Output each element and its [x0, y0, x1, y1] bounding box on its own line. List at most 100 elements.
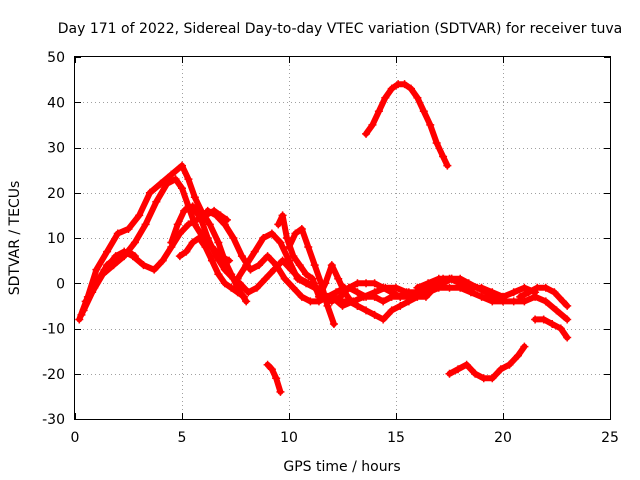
data-point: [379, 297, 388, 306]
data-point: [272, 374, 281, 383]
data-point: [381, 93, 390, 102]
data-series: [81, 247, 139, 306]
data-point: [167, 170, 176, 179]
data-point: [539, 315, 548, 324]
chart-title: Day 171 of 2022, Sidereal Day-to-day VTE…: [58, 21, 622, 37]
data-point: [233, 288, 242, 297]
data-point: [558, 297, 567, 306]
data-point: [329, 319, 338, 328]
data-point: [139, 261, 148, 270]
data-point: [368, 120, 377, 129]
data-point: [195, 234, 204, 242]
data-point: [310, 261, 319, 270]
data-point: [212, 211, 221, 220]
data-point: [488, 288, 497, 297]
data-point: [252, 283, 261, 292]
data-point: [250, 247, 259, 256]
data-point: [327, 292, 336, 301]
data-point: [396, 301, 405, 310]
series-trace: [82, 248, 138, 305]
data-point: [92, 265, 101, 274]
data-point: [443, 161, 452, 170]
data-point: [477, 283, 486, 292]
data-point: [201, 243, 210, 252]
series-trace: [236, 257, 320, 296]
y-tick-label: 0: [56, 276, 65, 292]
data-point: [445, 369, 454, 378]
data-point: [304, 243, 313, 252]
y-tick-label: 50: [47, 50, 65, 66]
data-point: [513, 351, 522, 360]
data-point: [145, 188, 154, 197]
data-point: [505, 360, 514, 369]
data-point: [387, 288, 396, 297]
y-tick-label: -10: [42, 322, 65, 338]
data-point: [520, 297, 529, 306]
data-point: [141, 220, 150, 229]
data-point: [556, 324, 565, 333]
data-point: [190, 193, 199, 202]
data-series: [362, 80, 452, 170]
data-point: [317, 279, 326, 288]
data-point: [276, 238, 285, 247]
data-point: [550, 288, 559, 297]
series-trace: [168, 203, 243, 287]
data-point: [524, 288, 533, 297]
data-point: [103, 261, 112, 270]
data-point: [291, 229, 300, 238]
data-point: [379, 315, 388, 324]
data-point: [531, 315, 540, 324]
data-point: [152, 197, 161, 206]
data-point: [267, 365, 276, 374]
data-point: [280, 274, 289, 283]
x-tick-label: 20: [494, 430, 512, 446]
data-point: [541, 297, 550, 306]
y-tick-label: 30: [47, 141, 65, 157]
data-point: [92, 279, 101, 288]
y-tick-label: 40: [47, 95, 65, 111]
data-point: [167, 238, 176, 247]
data-point: [220, 279, 229, 288]
data-point: [188, 202, 197, 211]
data-point: [278, 256, 287, 265]
data-point: [362, 279, 371, 288]
data-point: [244, 288, 253, 297]
data-point: [488, 374, 497, 383]
data-point: [246, 265, 255, 274]
y-tick-label: -30: [42, 412, 65, 428]
data-point: [203, 234, 212, 242]
data-point: [404, 292, 413, 301]
data-point: [520, 283, 529, 292]
grid-layer: [75, 57, 610, 419]
data-point: [466, 283, 475, 292]
data-point: [214, 270, 223, 279]
data-point: [548, 319, 557, 328]
data-point: [182, 247, 191, 256]
data-point: [173, 220, 182, 229]
data-point: [276, 387, 285, 396]
data-point: [220, 220, 229, 229]
data-point: [287, 265, 296, 274]
data-point: [220, 265, 229, 274]
data-point: [263, 252, 272, 261]
data-point: [130, 252, 139, 261]
data-series: [413, 274, 540, 301]
data-point: [295, 274, 304, 283]
data-point: [270, 265, 279, 274]
data-point: [214, 238, 223, 247]
data-point: [285, 243, 293, 252]
data-point: [374, 107, 383, 116]
data-point: [225, 256, 234, 265]
data-point: [445, 283, 454, 292]
data-point: [496, 365, 505, 374]
data-point: [289, 283, 298, 292]
data-point: [406, 84, 415, 93]
data-point: [274, 220, 283, 229]
data-point: [180, 206, 189, 215]
plot-frame: [74, 56, 611, 420]
data-point: [113, 229, 122, 238]
data-point: [563, 301, 572, 310]
data-point: [456, 279, 465, 288]
data-point: [124, 224, 133, 233]
